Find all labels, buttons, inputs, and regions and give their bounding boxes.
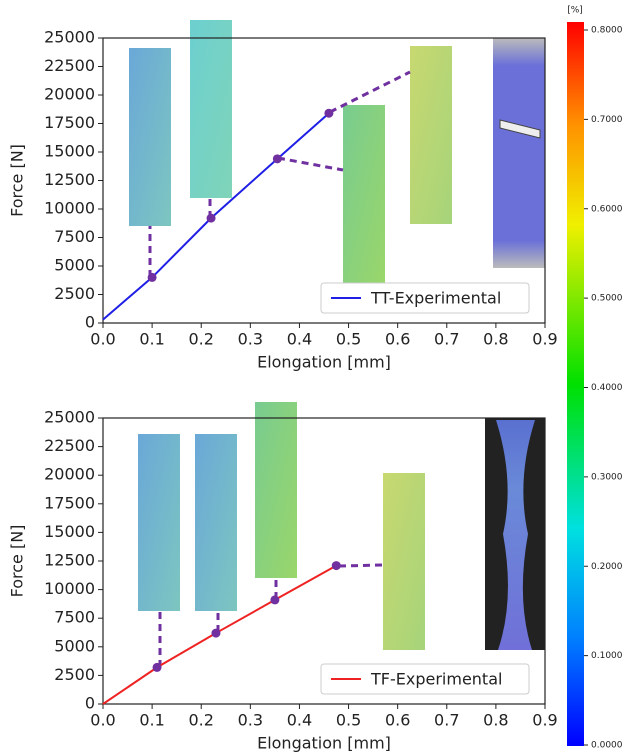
x-tick-label: 0.0 <box>90 711 115 730</box>
specimen <box>496 420 535 650</box>
x-tick-label: 0.7 <box>434 711 459 730</box>
y-tick-label: 20000 <box>44 465 95 484</box>
strain-image <box>195 434 237 611</box>
y-axis-label: Force [N] <box>8 525 27 598</box>
y-tick-label: 15000 <box>44 522 95 541</box>
y-tick-label: 5000 <box>54 636 95 655</box>
marker <box>331 561 341 571</box>
plot-frame <box>102 37 546 324</box>
y-tick-label: 10000 <box>44 199 95 218</box>
strain-image <box>255 402 297 578</box>
strain-image <box>138 434 180 611</box>
y-tick-label: 20000 <box>44 85 95 104</box>
colorbar-tick-label: 0.5000 <box>591 294 623 304</box>
y-tick-label: 5000 <box>54 256 95 275</box>
marker <box>324 108 334 118</box>
legend <box>320 282 530 314</box>
x-tick-label: 0.6 <box>385 711 410 730</box>
x-tick-label: 0.3 <box>238 330 263 349</box>
plot-frame <box>102 417 546 705</box>
x-tick-label: 0.6 <box>385 330 410 349</box>
y-tick-label: 22500 <box>44 56 95 75</box>
y-tick-label: 7500 <box>54 608 95 627</box>
x-axis-label: Elongation [mm] <box>257 353 391 372</box>
strain-image <box>383 473 425 650</box>
strain-image <box>190 20 232 198</box>
x-tick-label: 0.1 <box>139 330 164 349</box>
y-tick-label: 2500 <box>54 284 95 303</box>
y-tick-label: 0 <box>85 313 95 332</box>
y-tick-label: 25000 <box>44 408 95 427</box>
x-tick-label: 0.3 <box>238 711 263 730</box>
colorbar-tick-label: 0.8000 <box>591 26 623 36</box>
colorbar-tick-label: 0.0000 <box>591 741 623 751</box>
colorbar-tick-label: 0.4000 <box>591 383 623 393</box>
x-tick-label: 0.4 <box>287 330 312 349</box>
marker <box>206 213 216 223</box>
x-tick-label: 0.5 <box>336 711 361 730</box>
y-tick-label: 17500 <box>44 113 95 132</box>
x-tick-label: 0.9 <box>532 330 557 349</box>
connector <box>158 563 384 667</box>
x-tick-label: 0.5 <box>336 330 361 349</box>
colorbar-tick-label: 0.3000 <box>591 472 623 482</box>
y-tick-label: 25000 <box>44 28 95 47</box>
x-tick-label: 0.7 <box>434 330 459 349</box>
colorbar-tick-label: 0.7000 <box>591 115 623 125</box>
fracture <box>499 119 541 139</box>
x-tick-label: 0.2 <box>188 330 213 349</box>
legend-label: TT-Experimental <box>370 289 501 308</box>
colorbar-tick-label: 0.1000 <box>591 651 623 661</box>
y-tick-label: 12500 <box>44 170 95 189</box>
x-tick-label: 0.4 <box>287 711 312 730</box>
y-tick-label: 15000 <box>44 142 95 161</box>
marker <box>147 272 157 282</box>
x-tick-label: 0.2 <box>188 711 213 730</box>
x-tick-label: 0.9 <box>532 711 557 730</box>
legend-label: TF-Experimental <box>370 670 502 689</box>
x-tick-label: 0.0 <box>90 330 115 349</box>
y-tick-label: 10000 <box>44 579 95 598</box>
strain-image <box>129 48 171 226</box>
specimen-image <box>493 38 545 268</box>
y-tick-label: 22500 <box>44 436 95 455</box>
marker <box>211 628 221 638</box>
x-tick-label: 0.1 <box>139 711 164 730</box>
colorbar-tick-label: 0.2000 <box>591 562 623 572</box>
marker <box>152 662 162 672</box>
colorbar <box>567 22 584 746</box>
y-tick-label: 17500 <box>44 493 95 512</box>
y-tick-label: 2500 <box>54 665 95 684</box>
y-tick-label: 0 <box>85 694 95 713</box>
insets-top <box>129 20 545 283</box>
strain-image <box>410 46 452 224</box>
x-axis-label: Elongation [mm] <box>257 734 391 753</box>
colorbar-tick-label: 0.6000 <box>591 204 623 214</box>
colorbar-label: [%] <box>567 6 583 16</box>
colorbar-axis: [%] 0.0000 0.1000 0.2000 0.3000 0.4000 0.5000 0… <box>567 6 623 751</box>
marker <box>272 154 282 164</box>
strain-image <box>343 105 385 283</box>
legend <box>320 663 530 695</box>
y-tick-label: 7500 <box>54 227 95 246</box>
y-tick-label: 12500 <box>44 551 95 570</box>
x-tick-label: 0.8 <box>483 711 508 730</box>
x-tick-label: 0.8 <box>483 330 508 349</box>
connector <box>148 70 411 277</box>
marker <box>270 595 280 605</box>
insets-bottom <box>138 402 545 667</box>
y-axis-label: Force [N] <box>8 144 27 217</box>
